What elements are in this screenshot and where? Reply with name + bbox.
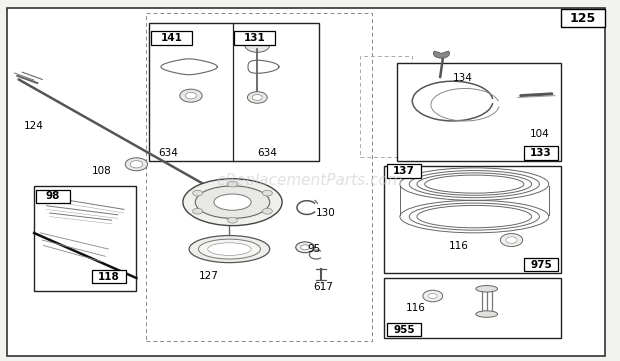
Ellipse shape <box>476 311 498 317</box>
Circle shape <box>228 181 237 187</box>
Circle shape <box>262 208 272 214</box>
Bar <box>92 270 126 283</box>
Ellipse shape <box>183 179 282 226</box>
Bar <box>149 23 319 161</box>
Bar <box>34 186 136 291</box>
Text: 104: 104 <box>530 129 550 139</box>
Circle shape <box>125 158 148 171</box>
Text: 116: 116 <box>406 303 426 313</box>
Circle shape <box>262 190 272 196</box>
Text: 617: 617 <box>313 282 333 292</box>
Wedge shape <box>433 51 450 58</box>
Circle shape <box>180 89 202 102</box>
Text: 98: 98 <box>46 191 60 201</box>
Circle shape <box>247 92 267 103</box>
Text: 95: 95 <box>307 244 320 254</box>
Circle shape <box>130 161 143 168</box>
Circle shape <box>193 208 203 214</box>
Circle shape <box>500 234 523 247</box>
Bar <box>384 278 561 338</box>
Bar <box>524 146 558 160</box>
Bar <box>524 258 558 271</box>
Circle shape <box>193 190 203 196</box>
Circle shape <box>428 293 437 299</box>
Text: eReplacementParts.com: eReplacementParts.com <box>216 173 404 188</box>
Circle shape <box>252 95 262 100</box>
Text: 124: 124 <box>24 121 43 131</box>
Ellipse shape <box>208 243 251 256</box>
Bar <box>360 56 412 157</box>
Text: 141: 141 <box>161 33 182 43</box>
Ellipse shape <box>214 194 251 210</box>
Text: 130: 130 <box>316 208 336 218</box>
Circle shape <box>185 92 197 99</box>
Ellipse shape <box>198 239 260 259</box>
Ellipse shape <box>189 236 270 263</box>
Bar <box>36 190 70 203</box>
Text: 634: 634 <box>158 148 178 158</box>
Bar <box>387 323 421 336</box>
Text: 955: 955 <box>393 325 415 335</box>
Text: 131: 131 <box>244 33 265 43</box>
Circle shape <box>301 245 309 250</box>
Circle shape <box>245 38 270 52</box>
Text: 108: 108 <box>92 166 112 177</box>
Bar <box>234 31 275 45</box>
Text: 975: 975 <box>530 260 552 270</box>
Circle shape <box>296 242 314 253</box>
Text: 127: 127 <box>198 271 218 281</box>
Circle shape <box>228 217 237 223</box>
Text: 137: 137 <box>393 166 415 176</box>
Text: 116: 116 <box>449 241 469 251</box>
Ellipse shape <box>195 186 270 218</box>
Bar <box>561 9 604 27</box>
Bar <box>387 164 421 178</box>
Text: 134: 134 <box>453 73 472 83</box>
Circle shape <box>423 290 443 302</box>
Bar <box>146 13 372 341</box>
Bar <box>384 166 561 273</box>
Text: 125: 125 <box>570 12 596 25</box>
Ellipse shape <box>476 286 498 292</box>
Text: 118: 118 <box>98 271 120 282</box>
Bar <box>151 31 192 45</box>
Text: 634: 634 <box>257 148 277 158</box>
Bar <box>397 63 561 161</box>
Circle shape <box>506 237 517 243</box>
Text: 133: 133 <box>530 148 552 158</box>
